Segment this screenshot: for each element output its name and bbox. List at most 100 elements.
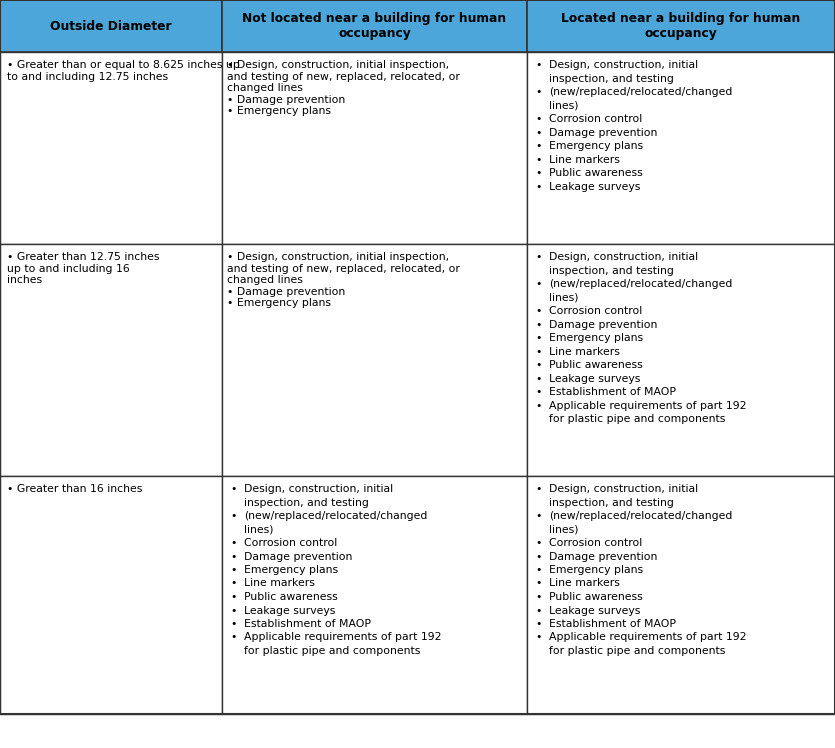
Text: lines): lines)	[549, 292, 579, 302]
Bar	[0, 476, 222, 714]
Text: Damage prevention: Damage prevention	[549, 551, 657, 562]
Bar	[0, 244, 222, 476]
Text: Emergency plans: Emergency plans	[244, 565, 338, 575]
Text: (new/replaced/relocated/changed: (new/replaced/relocated/changed	[244, 511, 428, 521]
Text: •: •	[535, 511, 541, 521]
Text: inspection, and testing: inspection, and testing	[244, 497, 369, 507]
Text: •: •	[535, 60, 541, 70]
Text: Damage prevention: Damage prevention	[549, 319, 657, 330]
Text: inspection, and testing: inspection, and testing	[549, 73, 674, 84]
Text: Public awareness: Public awareness	[549, 360, 643, 370]
Text: •: •	[230, 633, 236, 643]
Bar	[527, 476, 835, 714]
Bar	[527, 244, 835, 476]
Text: (new/replaced/relocated/changed: (new/replaced/relocated/changed	[549, 279, 732, 289]
Text: •: •	[230, 551, 236, 562]
Text: •: •	[535, 333, 541, 343]
Text: Design, construction, initial: Design, construction, initial	[244, 484, 393, 494]
Text: Public awareness: Public awareness	[549, 168, 643, 178]
Bar	[0, 52, 222, 244]
Text: •: •	[535, 155, 541, 165]
Text: •: •	[230, 511, 236, 521]
Text: Corrosion control: Corrosion control	[549, 114, 642, 124]
Text: •: •	[230, 565, 236, 575]
Text: for plastic pipe and components: for plastic pipe and components	[549, 646, 726, 656]
Text: •: •	[535, 306, 541, 316]
Text: •: •	[230, 538, 236, 548]
Text: for plastic pipe and components: for plastic pipe and components	[244, 646, 420, 656]
Text: (new/replaced/relocated/changed: (new/replaced/relocated/changed	[549, 511, 732, 521]
Text: Public awareness: Public awareness	[549, 592, 643, 602]
Text: •: •	[535, 538, 541, 548]
Text: Establishment of MAOP: Establishment of MAOP	[549, 387, 676, 397]
Text: Emergency plans: Emergency plans	[549, 333, 643, 343]
Text: Damage prevention: Damage prevention	[549, 127, 657, 138]
Text: Emergency plans: Emergency plans	[549, 141, 643, 151]
Text: Applicable requirements of part 192: Applicable requirements of part 192	[244, 633, 442, 643]
Text: Corrosion control: Corrosion control	[244, 538, 337, 548]
Bar	[222, 0, 527, 52]
Bar	[527, 52, 835, 244]
Text: •: •	[535, 551, 541, 562]
Text: •: •	[230, 578, 236, 589]
Text: •: •	[535, 127, 541, 138]
Bar	[222, 52, 527, 244]
Text: •: •	[535, 400, 541, 411]
Text: •: •	[535, 592, 541, 602]
Text: Leakage surveys: Leakage surveys	[549, 182, 640, 191]
Text: •: •	[535, 619, 541, 629]
Text: Located near a building for human
occupancy: Located near a building for human occupa…	[561, 12, 801, 40]
Text: •: •	[535, 319, 541, 330]
Text: lines): lines)	[549, 524, 579, 535]
Text: •: •	[535, 360, 541, 370]
Text: Leakage surveys: Leakage surveys	[244, 605, 336, 616]
Text: •: •	[535, 87, 541, 97]
Text: •: •	[535, 387, 541, 397]
Text: Leakage surveys: Leakage surveys	[549, 605, 640, 616]
Text: • Greater than 12.75 inches
up to and including 16
inches: • Greater than 12.75 inches up to and in…	[7, 252, 159, 285]
Text: Line markers: Line markers	[549, 578, 620, 589]
Text: • Design, construction, initial inspection,
and testing of new, replaced, reloca: • Design, construction, initial inspecti…	[227, 60, 460, 117]
Text: Not located near a building for human
occupancy: Not located near a building for human oc…	[242, 12, 507, 40]
Text: Design, construction, initial: Design, construction, initial	[549, 252, 698, 262]
Text: (new/replaced/relocated/changed: (new/replaced/relocated/changed	[549, 87, 732, 97]
Text: •: •	[535, 168, 541, 178]
Text: • Design, construction, initial inspection,
and testing of new, replaced, reloca: • Design, construction, initial inspecti…	[227, 252, 460, 308]
Text: Corrosion control: Corrosion control	[549, 306, 642, 316]
Bar	[222, 476, 527, 714]
Text: lines): lines)	[244, 524, 274, 535]
Text: Public awareness: Public awareness	[244, 592, 337, 602]
Text: • Greater than 16 inches: • Greater than 16 inches	[7, 484, 143, 494]
Text: •: •	[535, 484, 541, 494]
Text: Applicable requirements of part 192: Applicable requirements of part 192	[549, 633, 746, 643]
Text: Emergency plans: Emergency plans	[549, 565, 643, 575]
Text: •: •	[535, 578, 541, 589]
Text: •: •	[230, 619, 236, 629]
Text: •: •	[535, 182, 541, 191]
Text: Establishment of MAOP: Establishment of MAOP	[549, 619, 676, 629]
Text: •: •	[535, 141, 541, 151]
Text: Line markers: Line markers	[244, 578, 315, 589]
Text: •: •	[535, 605, 541, 616]
Text: •: •	[535, 114, 541, 124]
Text: •: •	[535, 346, 541, 357]
Text: for plastic pipe and components: for plastic pipe and components	[549, 414, 726, 424]
Text: •: •	[535, 633, 541, 643]
Bar	[527, 0, 835, 52]
Text: Corrosion control: Corrosion control	[549, 538, 642, 548]
Bar	[0, 0, 222, 52]
Text: Establishment of MAOP: Establishment of MAOP	[244, 619, 371, 629]
Text: •: •	[535, 279, 541, 289]
Text: •: •	[535, 565, 541, 575]
Text: • Greater than or equal to 8.625 inches up
to and including 12.75 inches: • Greater than or equal to 8.625 inches …	[7, 60, 240, 82]
Text: •: •	[230, 605, 236, 616]
Text: Damage prevention: Damage prevention	[244, 551, 352, 562]
Text: Line markers: Line markers	[549, 346, 620, 357]
Text: •: •	[230, 592, 236, 602]
Text: •: •	[535, 373, 541, 384]
Text: Design, construction, initial: Design, construction, initial	[549, 60, 698, 70]
Text: Design, construction, initial: Design, construction, initial	[549, 484, 698, 494]
Text: Leakage surveys: Leakage surveys	[549, 373, 640, 384]
Text: •: •	[230, 484, 236, 494]
Bar	[222, 244, 527, 476]
